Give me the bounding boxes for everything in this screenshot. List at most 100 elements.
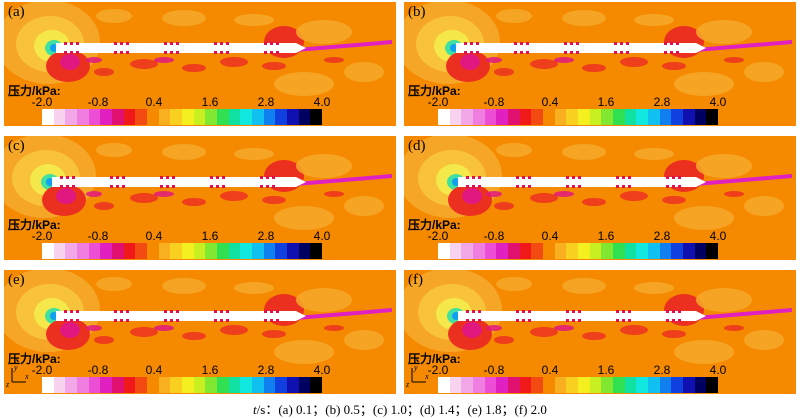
- wake-vortex: [94, 336, 114, 344]
- wake-vortex: [220, 57, 248, 67]
- bogie-mark: [514, 42, 517, 45]
- wake-vortex: [262, 196, 286, 204]
- colorbar-swatch: [263, 109, 276, 125]
- wake-vortex: [96, 143, 132, 157]
- tail-streak: [296, 174, 392, 186]
- colorbar-swatch: [217, 377, 229, 393]
- bogie-mark: [266, 176, 269, 179]
- wake-vortex: [494, 336, 514, 344]
- bogie-mark: [72, 176, 75, 179]
- colorbar-tick: 2.8: [257, 229, 275, 243]
- colorbar-swatch: [531, 377, 544, 393]
- wake-vortex: [674, 340, 734, 364]
- bogie-mark: [270, 310, 273, 313]
- bogie-mark: [472, 319, 475, 322]
- bogie-mark: [164, 319, 167, 322]
- bogie-mark: [70, 310, 73, 313]
- bogie-mark: [678, 310, 681, 313]
- bogie-mark: [120, 310, 123, 313]
- bogie-mark: [76, 42, 79, 45]
- colorbar-swatch: [694, 109, 707, 125]
- train-tail: [296, 43, 306, 53]
- train-tail: [296, 177, 306, 187]
- bogie-mark: [214, 42, 217, 45]
- colorbar-swatch: [648, 377, 660, 393]
- colorbar-swatch: [484, 377, 497, 393]
- wake-vortex: [182, 198, 206, 206]
- colorbar-swatch: [659, 109, 672, 125]
- colorbar-swatch: [683, 377, 695, 393]
- colorbar-swatch: [636, 109, 649, 125]
- bogie-mark: [628, 310, 631, 313]
- bogie-mark: [66, 185, 69, 188]
- bogie-mark: [266, 185, 269, 188]
- caption-variable: t: [253, 402, 257, 417]
- colorbar-swatch: [228, 377, 241, 393]
- bogie-mark: [164, 310, 167, 313]
- wake-vortex: [94, 68, 114, 76]
- colorbar-tick: 4.0: [709, 363, 727, 377]
- wake-vortex: [154, 57, 174, 63]
- colorbar-swatch: [158, 109, 171, 125]
- wake-vortex: [696, 154, 752, 178]
- wake-vortex: [162, 144, 206, 160]
- colorbar-tick: 4.0: [313, 95, 331, 109]
- figure-caption: t/s：(a) 0.1；(b) 0.5；(c) 1.0；(d) 1.4；(e) …: [0, 399, 800, 418]
- panel-label: (f): [408, 272, 423, 288]
- bogie-mark: [622, 176, 625, 179]
- bogie-mark: [170, 310, 173, 313]
- colorbar-swatch: [158, 243, 171, 259]
- pressure-field: [404, 136, 792, 230]
- bogie-mark: [514, 51, 517, 54]
- bogie-mark: [176, 319, 179, 322]
- panel-b: (b) 压力/kPa: -2.0 -0.8 0.4 1.6 2.8 4.0: [404, 2, 796, 126]
- colorbar-swatch: [298, 109, 311, 125]
- colorbar-tick: 1.6: [597, 229, 615, 243]
- bogie-mark: [570, 42, 573, 45]
- bogie-mark: [166, 185, 169, 188]
- colorbar-swatch: [53, 243, 66, 259]
- colorbar-tick: -2.0: [31, 229, 53, 243]
- bogie-mark: [214, 319, 217, 322]
- colorbar-swatch: [205, 243, 218, 259]
- panel-label: (d): [408, 138, 426, 154]
- bogie-mark: [64, 51, 67, 54]
- colorbar-title: 压力/kPa:: [8, 84, 61, 98]
- bogie-mark: [528, 185, 531, 188]
- bogie-mark: [170, 51, 173, 54]
- bogie-mark: [522, 310, 525, 313]
- colorbar-swatch: [135, 109, 148, 125]
- colorbar-swatch: [42, 243, 54, 259]
- bogie-mark: [214, 51, 217, 54]
- colorbar-swatch: [508, 243, 520, 259]
- wake-vortex: [674, 72, 734, 96]
- colorbar-swatch: [449, 243, 462, 259]
- bogie-mark: [160, 176, 163, 179]
- colorbar-swatch: [182, 243, 194, 259]
- colorbar-swatch: [543, 109, 555, 125]
- bogie-mark: [522, 176, 525, 179]
- colorbar-tick: 4.0: [313, 229, 331, 243]
- colorbar-swatch: [298, 377, 311, 393]
- colorbar-swatch: [694, 377, 707, 393]
- colorbar-swatch: [613, 377, 625, 393]
- y-axis-label: y: [13, 363, 18, 372]
- bogie-mark: [472, 185, 475, 188]
- colorbar-swatch: [438, 109, 450, 125]
- colorbar-swatch: [100, 377, 113, 393]
- colorbar-tick: -0.8: [87, 363, 109, 377]
- colorbar-swatch: [275, 243, 288, 259]
- bogie-mark: [526, 51, 529, 54]
- colorbar-swatch: [135, 243, 148, 259]
- bogie-mark: [170, 319, 173, 322]
- bogie-mark: [572, 310, 575, 313]
- bogie-mark: [60, 176, 63, 179]
- bogie-mark: [678, 185, 681, 188]
- colorbar-swatch: [65, 243, 78, 259]
- colorbar: [438, 377, 719, 393]
- bogie-mark: [114, 51, 117, 54]
- colorbar-swatch: [147, 109, 159, 125]
- colorbar-title: 压力/kPa:: [8, 218, 61, 232]
- wake-vortex: [86, 57, 102, 63]
- colorbar-swatch: [77, 243, 89, 259]
